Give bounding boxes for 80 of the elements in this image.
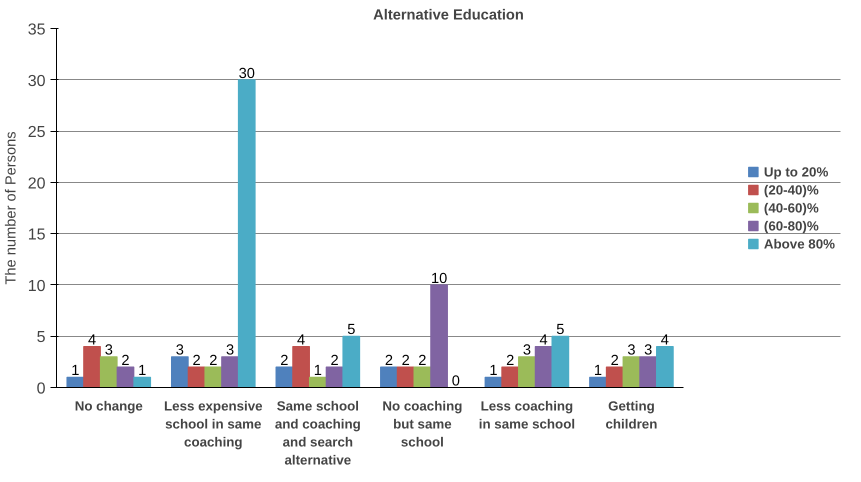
data-label: 1 (314, 363, 322, 380)
bar (380, 366, 398, 388)
bar (501, 366, 520, 388)
bar (430, 284, 448, 388)
data-label: 2 (121, 352, 130, 369)
bar (484, 376, 502, 388)
bar (656, 346, 674, 388)
legend-label: Above 80% (764, 236, 835, 251)
chart-title: Alternative Education (373, 8, 524, 24)
bar (221, 356, 239, 388)
data-label: 4 (540, 332, 548, 348)
bar (622, 356, 640, 388)
data-label: 3 (627, 342, 636, 359)
bar (518, 356, 536, 388)
data-label: 4 (660, 332, 669, 348)
y-tick-label: 0 (36, 380, 46, 398)
bar (170, 356, 189, 388)
data-label: 4 (88, 332, 96, 348)
bar (414, 366, 432, 388)
bar (639, 356, 658, 388)
y-tick-label: 25 (28, 124, 46, 142)
y-axis-title: The number of Persons (4, 131, 20, 285)
data-label: 30 (238, 66, 255, 82)
data-label: 3 (226, 342, 234, 359)
data-label: 3 (104, 342, 113, 359)
x-tick-label: No change (74, 398, 143, 414)
bar (396, 366, 415, 388)
y-tick-label: 5 (36, 329, 46, 346)
data-label: 1 (71, 363, 80, 380)
x-tick-label: Same school and coaching and search alternative (274, 398, 361, 468)
bar (116, 366, 134, 388)
data-label: 2 (192, 352, 201, 369)
data-label: 0 (452, 374, 460, 390)
bar (66, 376, 84, 388)
data-label: 2 (384, 352, 393, 369)
y-tick-label: 30 (28, 72, 46, 90)
y-tick-label: 10 (28, 278, 46, 295)
data-label: 10 (430, 270, 448, 287)
data-label: 2 (280, 352, 288, 369)
bar (292, 346, 310, 388)
bar (276, 366, 294, 388)
legend-label: (60-80)% (764, 218, 819, 233)
data-label: 5 (347, 322, 356, 338)
legend-label: Up to 20% (764, 164, 828, 179)
bar (342, 336, 360, 388)
data-label: 1 (489, 363, 498, 380)
data-label: 2 (209, 352, 218, 369)
data-label: 3 (522, 342, 531, 359)
y-tick-label: 20 (28, 175, 46, 192)
legend-label: (20-40)% (764, 182, 819, 197)
data-label: 1 (594, 363, 602, 380)
bar (589, 376, 607, 388)
bar (326, 366, 344, 388)
data-label: 2 (402, 352, 410, 369)
y-tick-label: 35 (28, 22, 46, 38)
data-label: 1 (138, 363, 146, 380)
data-label: 2 (330, 352, 339, 369)
x-tick-label: No coaching but same school (382, 398, 462, 450)
bar (606, 366, 624, 388)
bar (188, 366, 206, 388)
bar (238, 79, 256, 388)
bar (534, 346, 552, 388)
bar (100, 356, 118, 388)
data-label: 3 (644, 342, 652, 359)
x-tick-label: Getting children (606, 398, 658, 432)
y-tick-label: 15 (28, 226, 46, 244)
bar (133, 376, 152, 388)
data-label: 4 (297, 332, 306, 348)
bar (204, 366, 222, 388)
bar (83, 346, 101, 388)
bar (551, 336, 570, 388)
data-label: 5 (556, 322, 564, 338)
x-tick-label: Less coaching in same school (478, 398, 576, 432)
legend-label: (40-60)% (764, 200, 819, 215)
bar (308, 376, 327, 388)
data-label: 2 (418, 352, 426, 369)
data-label: 2 (506, 352, 514, 369)
data-label: 3 (176, 342, 184, 359)
data-label: 2 (610, 352, 619, 369)
x-tick-label: Less expensive school in same coaching (164, 398, 263, 450)
